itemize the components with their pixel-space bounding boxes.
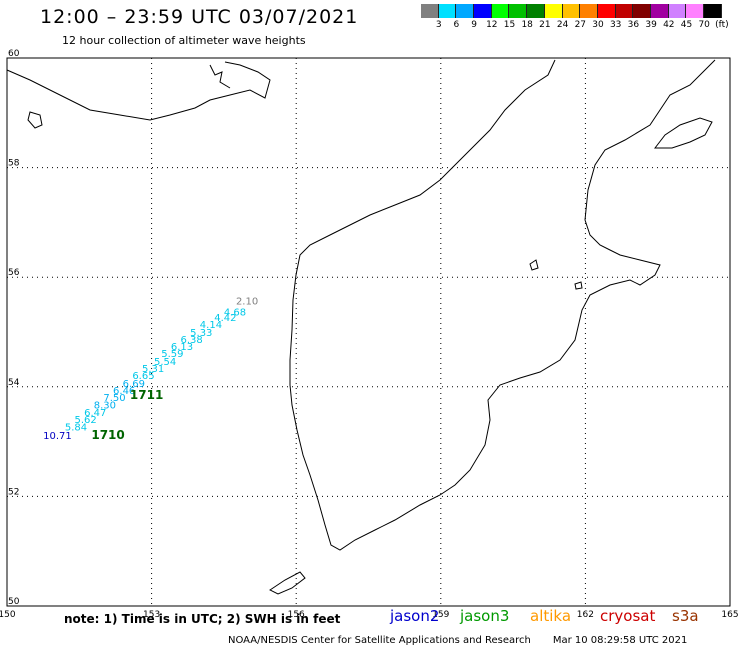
color-scale-label: 6 — [453, 20, 460, 30]
wave-height-label: 10.71 — [43, 431, 72, 442]
wave-height-label: 5.62 — [74, 415, 96, 426]
color-scale-swatch — [615, 4, 634, 18]
kuril-island — [269, 571, 306, 595]
color-scale-swatch — [421, 4, 439, 18]
wave-height-label: 6.46 — [113, 386, 135, 397]
longitude-label: 153 — [143, 610, 160, 620]
wave-height-observations: 2.104.684.424.145.336.386.135.595.545.31… — [43, 297, 258, 442]
color-scale-label: 33 — [609, 20, 622, 30]
color-scale-label: 70 — [698, 20, 710, 30]
wave-height-label: 7.50 — [103, 393, 125, 404]
wave-height-label: 4.68 — [224, 308, 246, 319]
wave-height-label: 5.84 — [65, 423, 87, 434]
small-island — [27, 111, 43, 129]
color-scale-swatch — [438, 4, 457, 18]
page-subtitle: 12 hour collection of altimeter wave hei… — [62, 34, 306, 47]
wave-height-color-scale: 3 6 9 12 15 18 21 24 27 30 33 36 39 42 45 70 (ft) — [421, 4, 729, 30]
color-scale-label: 9 — [471, 20, 477, 30]
longitude-label: 165 — [721, 610, 738, 620]
page-title: 12:00 – 23:59 UTC 03/07/2021 — [40, 6, 359, 28]
color-scale-swatch — [544, 4, 563, 18]
color-scale-label: 21 — [539, 20, 551, 30]
color-scale-swatch — [686, 4, 704, 18]
color-scale-swatch — [509, 4, 528, 18]
color-scale-label: 45 — [680, 20, 693, 30]
taui-bay — [209, 64, 231, 89]
color-scale-swatch — [562, 4, 581, 18]
longitude-label: 159 — [432, 610, 449, 620]
latitude-label: 60 — [8, 49, 20, 59]
satellite-legend-item: jason2 — [390, 607, 440, 625]
coastline — [6, 59, 716, 595]
wave-height-label: 5.59 — [161, 349, 183, 360]
map-gridlines — [7, 58, 730, 606]
color-scale-label: 24 — [556, 20, 569, 30]
magadan-coast — [6, 61, 271, 121]
color-scale-label: 42 — [663, 20, 675, 30]
longitude-label: 150 — [0, 610, 16, 620]
latitude-label: 52 — [8, 487, 19, 497]
color-scale-label: 30 — [592, 20, 604, 30]
color-scale-swatch — [491, 4, 510, 18]
wave-height-label: 6.13 — [171, 342, 193, 353]
satellite-legend-item: s3a — [672, 607, 699, 625]
small-islet-2 — [574, 281, 583, 290]
color-scale-label: 39 — [645, 20, 657, 30]
latitude-label: 50 — [8, 597, 20, 607]
color-scale-label: 3 — [435, 20, 442, 30]
color-scale-swatch — [580, 4, 598, 18]
kamchatka-west-coast — [289, 59, 716, 551]
wave-height-label: 5.54 — [154, 357, 176, 368]
latitude-label: 58 — [8, 159, 20, 169]
longitude-label: 162 — [577, 610, 594, 620]
color-scale-swatch — [527, 4, 545, 18]
color-scale-swatch — [597, 4, 616, 18]
latitude-label: 54 — [8, 378, 20, 388]
wave-height-label: 6.47 — [84, 408, 106, 419]
longitude-label: 156 — [288, 610, 305, 620]
wave-height-label: 5.31 — [142, 364, 164, 375]
footnote: note: 1) Time is in UTC; 2) SWH is in fe… — [64, 612, 341, 626]
color-scale-label: 27 — [574, 20, 587, 30]
color-scale-labels: 3 6 9 12 15 18 21 24 27 30 33 36 39 42 45 70 (ft) — [421, 18, 729, 30]
satellite-legend-item: jason3 — [460, 607, 510, 625]
color-scale-swatch — [474, 4, 492, 18]
pass-time-label: 1710 — [91, 428, 124, 442]
latitude-label: 56 — [8, 268, 20, 278]
satellite-legend-item: altika — [530, 607, 572, 625]
wave-height-label: 5.33 — [190, 328, 212, 339]
timestamp: Mar 10 08:29:58 UTC 2021 — [552, 635, 688, 646]
karaginsky-island — [653, 117, 713, 149]
pass-time-label: 1711 — [130, 388, 163, 402]
color-scale-label: 36 — [627, 20, 640, 30]
color-scale-label: 15 — [503, 20, 516, 30]
longitude-labels: 150 153 156 159 162 165 — [0, 610, 739, 620]
color-scale-label: (ft) — [715, 20, 729, 30]
color-scale-label: 12 — [486, 20, 498, 30]
color-scale-swatch — [704, 4, 722, 18]
map-frame — [6, 57, 731, 607]
color-scale-swatch — [668, 4, 687, 18]
credit-line: NOAA/NESDIS Center for Satellite Applica… — [228, 635, 687, 646]
latitude-labels: 50 52 54 56 58 60 — [8, 49, 20, 607]
satellite-legend-item: cryosat — [600, 607, 656, 625]
wave-height-label: 4.14 — [200, 320, 222, 331]
wave-height-label: 6.69 — [123, 379, 145, 390]
wave-height-label: 6.38 — [181, 335, 203, 346]
small-islet — [529, 259, 539, 271]
color-scale-swatches — [421, 4, 722, 18]
color-scale-swatch — [456, 4, 475, 18]
color-scale-swatch — [650, 4, 669, 18]
color-scale-swatch — [633, 4, 651, 18]
wave-height-label: 6.65 — [132, 371, 154, 382]
wave-height-label: 8.30 — [94, 401, 116, 412]
color-scale-label: 18 — [521, 20, 533, 30]
credit-text: NOAA/NESDIS Center for Satellite Applica… — [228, 635, 531, 646]
wave-height-label: 2.10 — [236, 297, 258, 308]
wave-height-label: 4.42 — [214, 313, 236, 324]
